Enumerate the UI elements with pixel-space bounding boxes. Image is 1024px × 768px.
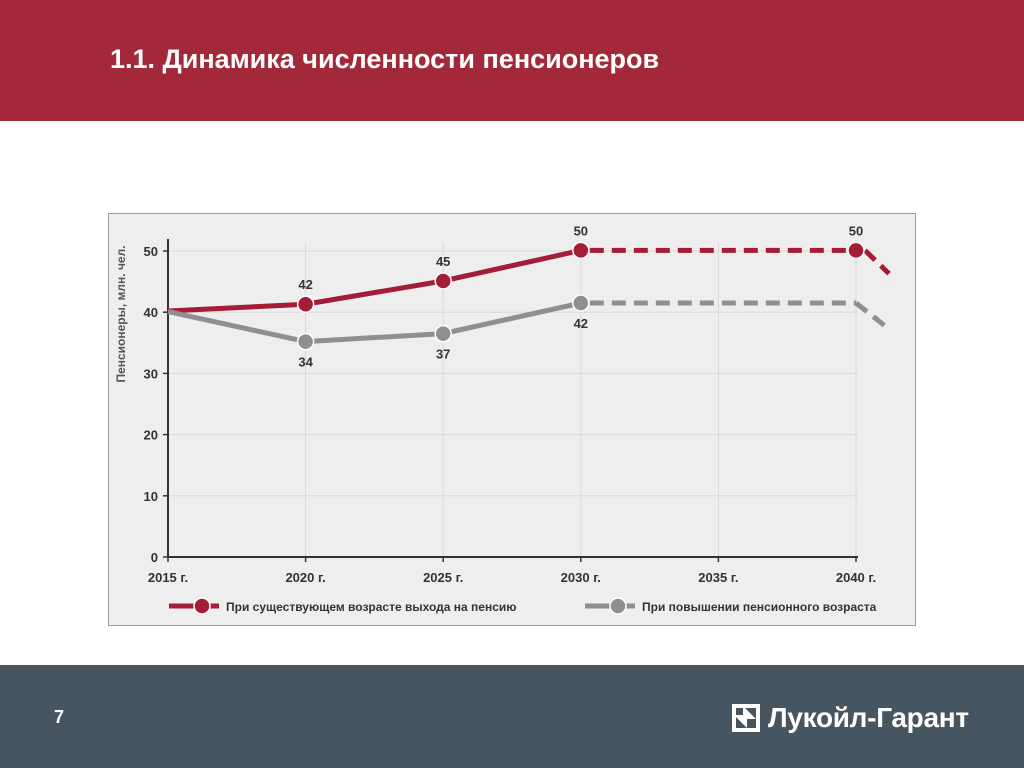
series-1-data-label: 50	[574, 223, 588, 238]
x-tick-label: 2035 г.	[698, 570, 738, 585]
series-2-segment	[305, 331, 444, 345]
y-tick-label: 40	[144, 305, 158, 320]
page-title: 1.1. Динамика численности пенсионеров	[110, 44, 660, 74]
y-tick-label: 50	[144, 244, 158, 259]
x-tick-label: 2040 г.	[836, 570, 876, 585]
series-1-data-label: 50	[849, 223, 863, 238]
y-tick-label: 30	[144, 366, 158, 381]
slide-footer: 7 Лукойл-Гарант	[0, 665, 1024, 768]
y-axis-title: Пенсионеры, млн. чел.	[114, 245, 128, 382]
series-1-segment	[442, 247, 582, 284]
legend-swatch-marker	[609, 597, 627, 615]
series-1-point	[847, 241, 865, 260]
y-tick-label: 0	[151, 550, 158, 565]
series-2-data-label: 42	[574, 316, 588, 331]
series-1-point	[572, 241, 590, 260]
series-1-data-label: 45	[436, 254, 450, 269]
series-2-point	[434, 324, 452, 343]
legend-swatch-marker	[193, 597, 211, 615]
x-tick-label: 2025 г.	[423, 570, 463, 585]
series-2-data-label: 34	[298, 355, 313, 370]
series-1-segment	[167, 301, 306, 314]
chart-panel: 0 10 20 30 40 50 2015 г. 2020 г. 2025 г. 2030 г. 2…	[108, 213, 916, 626]
series-2-segment	[442, 300, 582, 337]
line-chart: 0 10 20 30 40 50 2015 г. 2020 г. 2025 г. 2030 г. 2…	[114, 223, 891, 615]
series-2-point	[572, 294, 590, 312]
series-1-point	[296, 295, 315, 313]
series-2-forecast-segment	[854, 301, 888, 329]
series-1-forecast-segment	[863, 248, 891, 276]
x-tick-label: 2015 г.	[148, 570, 188, 585]
series-2-point	[296, 332, 315, 351]
legend-label: При существующем возрасте выхода на пенс…	[226, 600, 517, 614]
page-number: 7	[54, 707, 65, 727]
series-2-segment	[167, 309, 307, 345]
legend-label: При повышении пенсионного возраста	[642, 600, 877, 614]
brand-logo: Лукойл-Гарант	[732, 702, 969, 733]
brand-mark-icon	[732, 704, 760, 732]
series-2-data-label: 37	[436, 347, 450, 362]
series-1-segment	[305, 278, 444, 307]
slide-header: 1.1. Динамика численности пенсионеров	[0, 0, 1024, 121]
y-tick-label: 20	[144, 428, 158, 443]
brand-name: Лукойл-Гарант	[768, 702, 969, 733]
series-1-data-label: 42	[298, 277, 312, 292]
x-tick-label: 2020 г.	[285, 570, 325, 585]
x-tick-label: 2030 г.	[561, 570, 601, 585]
y-tick-label: 10	[144, 489, 158, 504]
series-1-point	[434, 272, 452, 290]
